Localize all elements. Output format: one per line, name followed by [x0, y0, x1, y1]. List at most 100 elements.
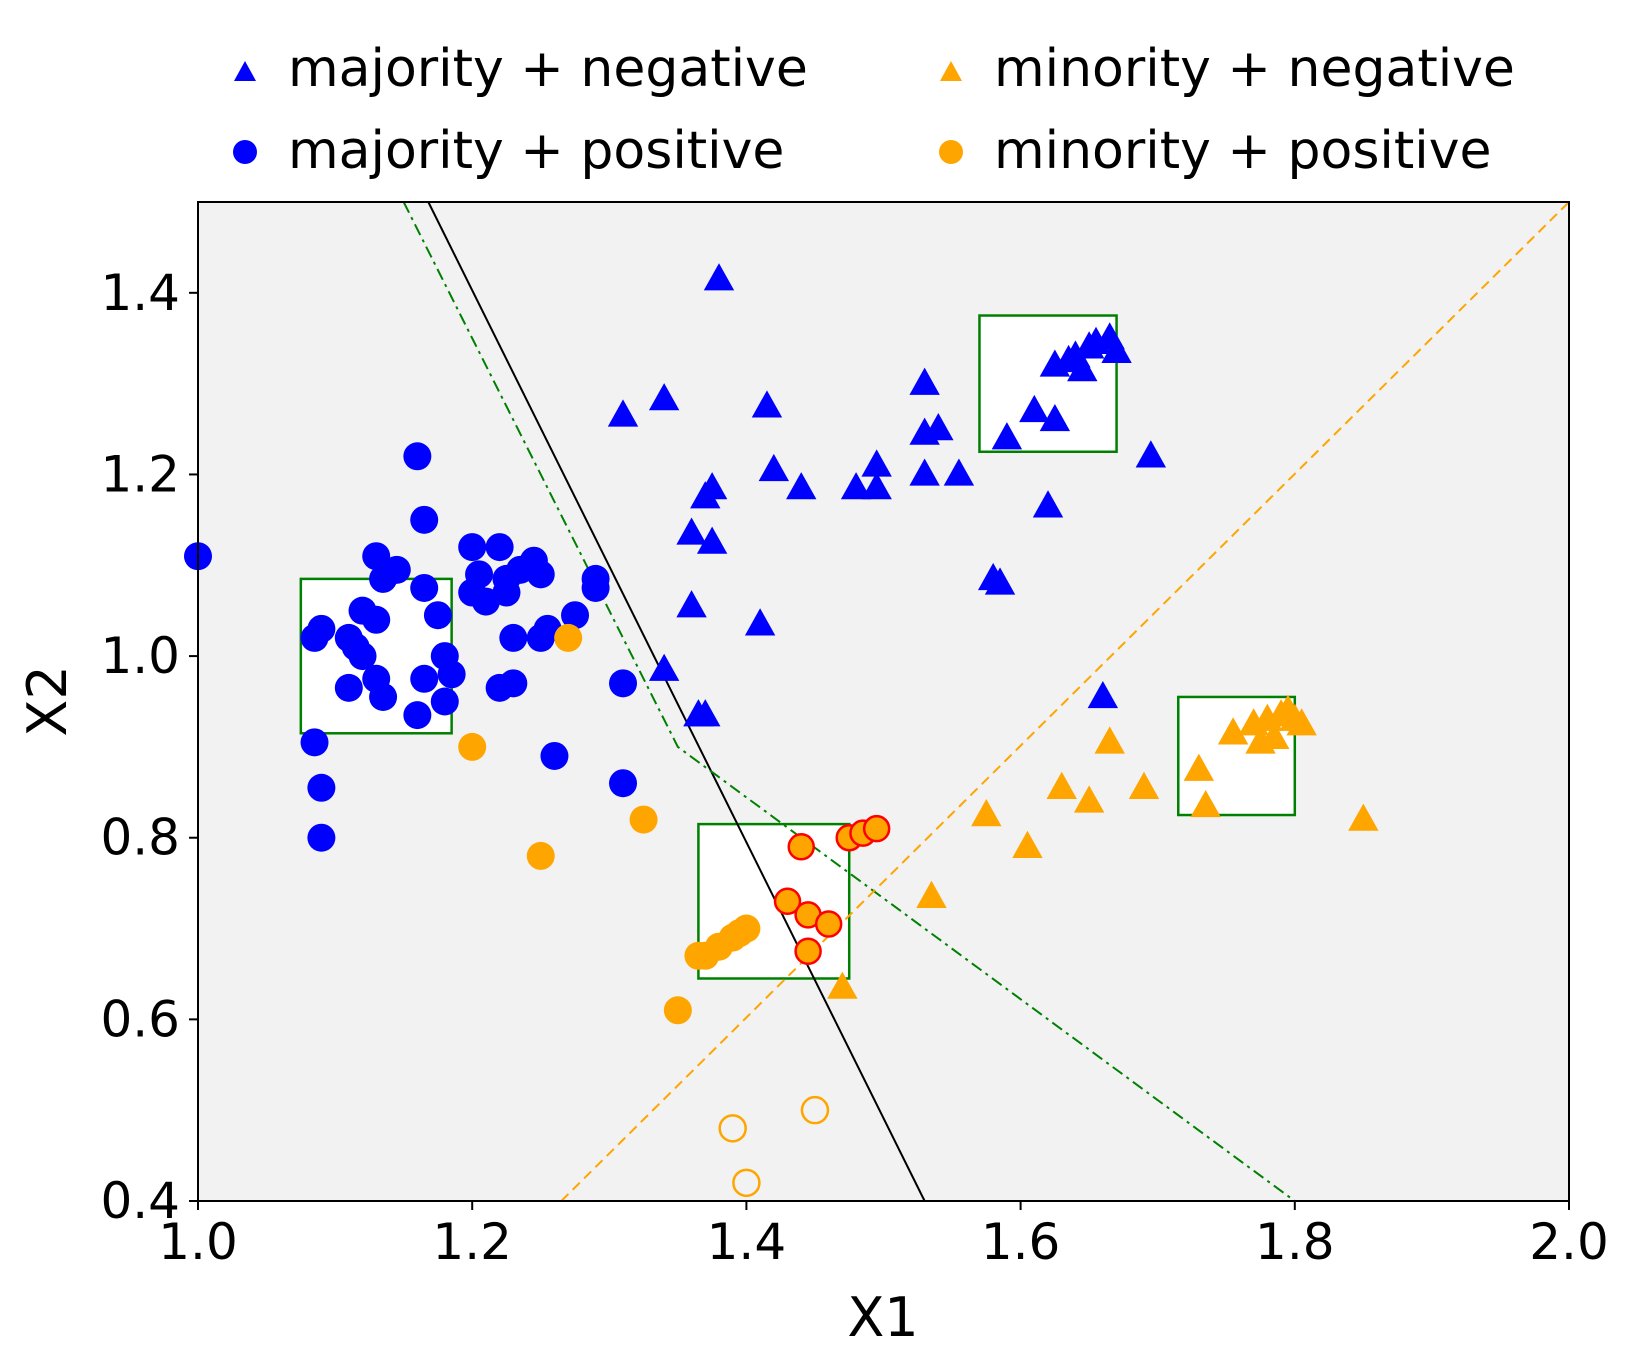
majority-positive-point — [471, 587, 500, 616]
majority-negative-point — [1067, 354, 1098, 382]
x-tick-label: 2.0 — [1529, 1213, 1609, 1271]
majority-positive-point — [410, 573, 439, 602]
y-tick-label: 0.4 — [100, 1172, 180, 1230]
majority-positive-point — [581, 573, 610, 602]
majority-positive-point — [307, 823, 336, 852]
majority-positive-point — [540, 741, 569, 770]
majority-positive-point — [609, 669, 638, 698]
minority-negative-point — [827, 971, 858, 999]
majority-negative-point — [1087, 680, 1119, 709]
majority-negative-point — [648, 383, 680, 411]
y-tick-label: 1.2 — [100, 445, 180, 503]
majority-positive-point — [362, 542, 391, 571]
y-axis-title: X2 — [16, 665, 79, 736]
y-tick-label: 1.4 — [100, 264, 180, 322]
majority-negative-point — [984, 567, 1016, 595]
y-tick-label: 1.0 — [100, 627, 180, 685]
majority-negative-point — [696, 526, 728, 554]
minority-negative-point — [1094, 726, 1125, 754]
majority-negative-point — [923, 413, 954, 441]
minority-positive-hollow-point — [732, 1168, 761, 1198]
minority-negative-point — [1272, 694, 1304, 722]
majority-positive-point — [430, 687, 459, 716]
minority-positive-point — [526, 841, 555, 870]
majority-negative-point — [744, 608, 776, 636]
majority-negative-point — [648, 653, 680, 681]
legend-label-minority-negative: minority + negative — [994, 39, 1515, 99]
majority-positive-point — [410, 664, 439, 693]
boundary-lines — [402, 201, 1570, 1202]
majority-negative-point — [751, 390, 783, 418]
minority-negative-point — [1259, 721, 1290, 750]
majority-negative-point — [1039, 403, 1071, 432]
majority-negative-point — [703, 263, 735, 291]
majority-positive-point — [403, 701, 432, 730]
majority-positive-point — [300, 623, 329, 652]
minority-positive-point — [629, 805, 658, 834]
legend-label-majority-positive: majority + positive — [288, 121, 784, 181]
majority-negative-point — [1019, 394, 1050, 423]
majority-positive-point — [485, 533, 514, 562]
majority-negative-point — [840, 472, 872, 500]
minority-negative-point — [1286, 708, 1317, 736]
majority-positive-point — [526, 560, 555, 589]
legend: majority + negative majority + positive … — [233, 39, 1515, 181]
minority-negative-point — [916, 880, 947, 908]
legend-label-minority-positive: minority + positive — [994, 121, 1491, 181]
majority-negative-point — [861, 449, 892, 477]
legend-circle-majority — [233, 140, 257, 164]
minority-positive-hollow-point — [800, 1095, 830, 1125]
majority-positive-point — [410, 505, 439, 534]
plot-frame — [197, 201, 1570, 1202]
minority-negative-point — [1073, 785, 1105, 813]
minority-positive-point — [732, 914, 761, 943]
majority-positive-point — [362, 605, 391, 634]
majority-negative-point — [607, 399, 639, 427]
legend-entry-majority-negative: majority + negative — [234, 39, 808, 99]
majority-negative-point — [1101, 335, 1132, 364]
majority-negative-point — [1135, 440, 1167, 468]
majority-positive-point — [300, 728, 329, 757]
legend-entry-majority-positive: majority + positive — [233, 121, 784, 181]
orange-boundary-line — [560, 201, 1570, 1202]
majority-positive-point — [348, 642, 377, 671]
y-tick-label: 0.8 — [100, 809, 180, 867]
majority-negative-point — [991, 422, 1023, 450]
majority-positive-point — [437, 660, 466, 689]
minority-negative-point — [1012, 830, 1043, 859]
minority-negative-point — [1190, 789, 1221, 818]
minority-positive-highlighted-point — [862, 814, 891, 843]
y-axis-ticks: 0.4 0.6 0.8 1.0 1.2 1.4 — [100, 264, 198, 1230]
minority-positive-point — [554, 623, 583, 652]
majority-positive-point — [609, 769, 638, 798]
legend-label-majority-negative: majority + negative — [288, 39, 808, 99]
minority-negative-point — [1128, 771, 1160, 799]
legend-entry-minority-positive: minority + positive — [939, 121, 1491, 181]
majority-negative-point — [758, 453, 790, 482]
x-tick-label: 1.2 — [432, 1213, 512, 1271]
majority-positive-point — [334, 673, 363, 702]
minority-negative-point — [1046, 771, 1077, 799]
legend-entry-minority-negative: minority + negative — [940, 39, 1515, 99]
legend-circle-minority — [939, 140, 963, 164]
majority-positive-point — [403, 442, 432, 471]
minority-positive-hollow-point — [718, 1114, 747, 1143]
majority-negative-point — [696, 472, 728, 500]
minority-positive-highlighted-point — [773, 887, 802, 916]
x-tick-label: 1.4 — [707, 1213, 787, 1271]
minority-positive-point — [663, 996, 692, 1025]
x-axis-title: X1 — [847, 1286, 918, 1349]
minority-positive-highlighted-point — [794, 937, 822, 965]
legend-triangle-minority — [940, 61, 962, 81]
minority-negative-point — [1348, 803, 1379, 831]
majority-positive-point — [561, 601, 590, 630]
x-tick-label: 1.8 — [1255, 1213, 1335, 1271]
minority-negative-point — [1217, 717, 1249, 745]
minority-negative-point — [971, 799, 1002, 827]
majority-negative-point — [1032, 490, 1064, 518]
majority-negative-point — [909, 367, 940, 395]
majority-positive-point — [369, 564, 398, 593]
majority-negative-point — [786, 472, 817, 500]
minority-positive-highlighted-point — [787, 833, 815, 861]
